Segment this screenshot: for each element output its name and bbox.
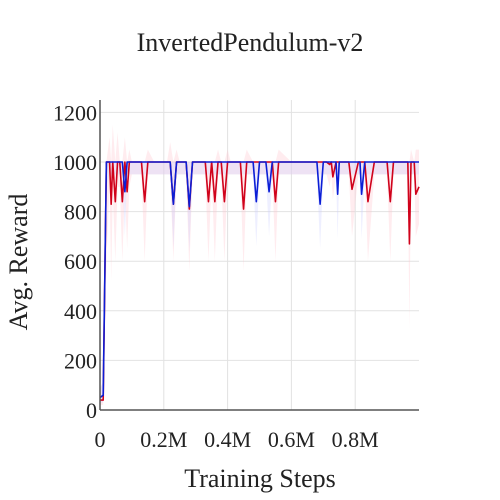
x-tick-labels: 0 0.2M 0.4M 0.6M 0.8M — [95, 427, 379, 452]
axes — [99, 100, 419, 411]
series-1-line — [99, 161, 419, 399]
x-tick-label: 0.6M — [268, 427, 315, 452]
y-tick-label: 400 — [64, 299, 97, 324]
x-tick-label: 0 — [95, 427, 106, 452]
y-tick-label: 200 — [64, 348, 97, 373]
chart-title: InvertedPendulum-v2 — [137, 28, 364, 57]
y-tick-labels: 0 200 400 600 800 1000 1200 — [53, 100, 97, 423]
y-tick-label: 800 — [64, 200, 97, 225]
y-tick-label: 1200 — [53, 100, 97, 125]
series-lines — [99, 161, 420, 401]
y-tick-label: 1000 — [53, 150, 97, 175]
x-tick-label: 0.8M — [332, 427, 379, 452]
x-tick-label: 0.4M — [204, 427, 251, 452]
y-tick-label: 600 — [64, 249, 97, 274]
x-tick-label: 0.2M — [140, 427, 187, 452]
y-tick-label: 0 — [86, 398, 97, 423]
grid — [99, 100, 419, 411]
y-axis-label: Avg. Reward — [4, 194, 33, 331]
x-axis-label: Training Steps — [184, 464, 335, 493]
